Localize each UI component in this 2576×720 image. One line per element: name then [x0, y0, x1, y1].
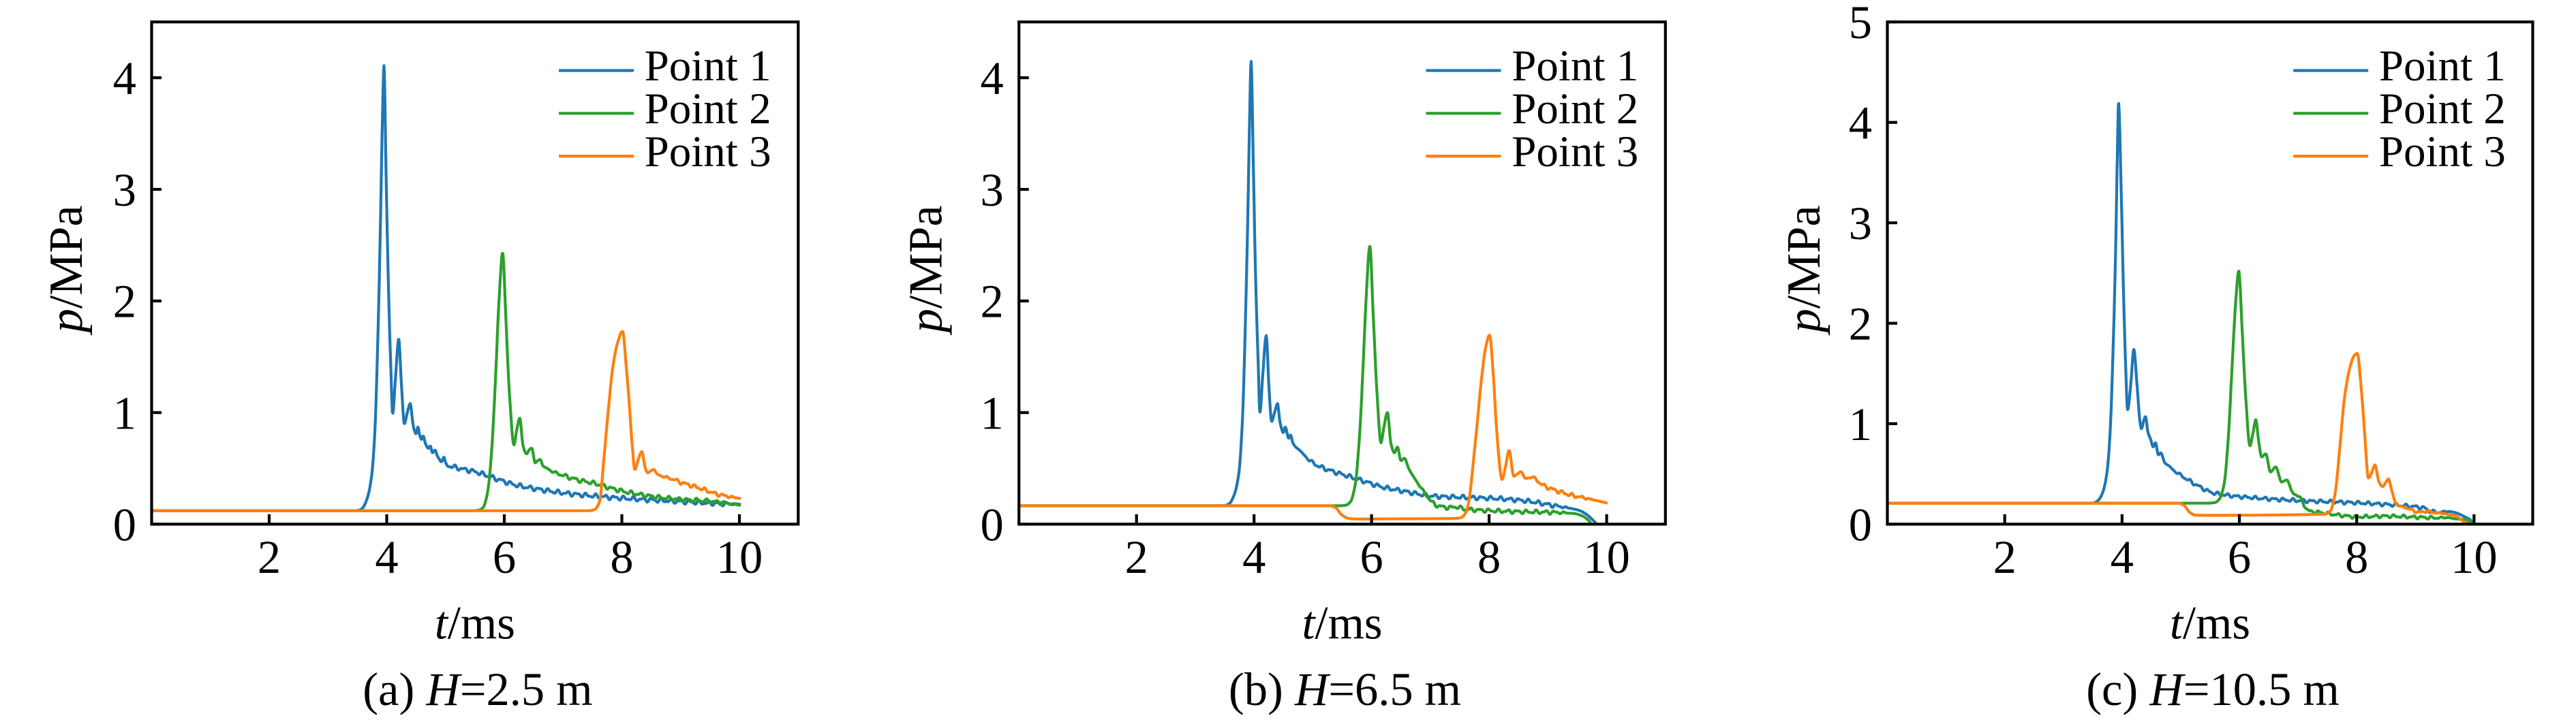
- svg-text:10: 10: [716, 531, 763, 583]
- svg-text:0: 0: [1849, 499, 1872, 550]
- svg-text:8: 8: [2345, 531, 2368, 583]
- svg-text:Point 2: Point 2: [645, 84, 771, 134]
- svg-text:2: 2: [1849, 298, 1872, 350]
- svg-text:1: 1: [1849, 398, 1872, 450]
- svg-text:6: 6: [493, 531, 516, 583]
- svg-text:4: 4: [2111, 531, 2134, 583]
- svg-text:3: 3: [113, 164, 136, 216]
- svg-text:4: 4: [1242, 531, 1266, 583]
- svg-text:2: 2: [113, 276, 136, 328]
- svg-text:Point 1: Point 1: [1512, 42, 1638, 91]
- svg-text:Point 2: Point 2: [1512, 84, 1638, 134]
- svg-text:6: 6: [1360, 531, 1383, 583]
- svg-text:Point 2: Point 2: [2379, 84, 2506, 134]
- svg-text:0: 0: [113, 499, 136, 550]
- svg-text:10: 10: [1583, 531, 1630, 583]
- svg-text:t/ms: t/ms: [2170, 597, 2250, 649]
- svg-text:10: 10: [2451, 531, 2498, 583]
- svg-text:8: 8: [610, 531, 633, 583]
- svg-text:3: 3: [980, 164, 1003, 216]
- svg-text:2: 2: [980, 276, 1003, 328]
- svg-text:3: 3: [1849, 198, 1872, 249]
- svg-text:Point 1: Point 1: [2379, 42, 2506, 91]
- svg-text:t/ms: t/ms: [435, 597, 515, 649]
- svg-text:(b) H=6.5 m: (b) H=6.5 m: [1229, 663, 1461, 715]
- svg-text:Point 3: Point 3: [645, 127, 771, 176]
- svg-text:4: 4: [980, 52, 1003, 104]
- svg-text:5: 5: [1849, 0, 1872, 48]
- svg-text:1: 1: [980, 388, 1003, 439]
- svg-text:4: 4: [375, 531, 398, 583]
- svg-text:(a) H=2.5 m: (a) H=2.5 m: [363, 663, 592, 715]
- svg-text:Point 1: Point 1: [645, 42, 771, 91]
- svg-text:1: 1: [113, 388, 136, 439]
- svg-text:4: 4: [1849, 97, 1872, 149]
- svg-text:(c) H=10.5 m: (c) H=10.5 m: [2086, 663, 2340, 715]
- svg-text:6: 6: [2228, 531, 2251, 583]
- svg-text:Point 3: Point 3: [1512, 127, 1638, 176]
- svg-text:2: 2: [1993, 531, 2017, 583]
- svg-text:2: 2: [1125, 531, 1148, 583]
- svg-text:Point 3: Point 3: [2379, 127, 2506, 176]
- svg-text:0: 0: [980, 499, 1003, 550]
- svg-text:p/MPa: p/MPa: [40, 205, 93, 336]
- svg-text:p/MPa: p/MPa: [900, 205, 953, 336]
- svg-text:8: 8: [1477, 531, 1501, 583]
- svg-text:t/ms: t/ms: [1302, 597, 1382, 649]
- svg-text:p/MPa: p/MPa: [1778, 205, 1830, 336]
- svg-text:4: 4: [113, 52, 136, 104]
- svg-text:2: 2: [258, 531, 281, 583]
